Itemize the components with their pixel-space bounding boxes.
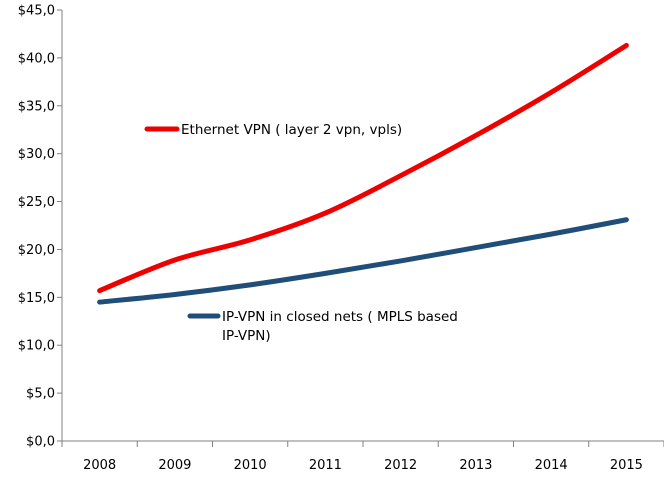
series-line-ethernet-vpn [97, 42, 629, 294]
x-tick-label: 2012 [384, 458, 417, 473]
legend-ip-vpn-label-line-1: IP-VPN in closed nets ( MPLS based [222, 309, 458, 325]
x-tick-label: 2010 [234, 458, 267, 473]
y-tick-label: $10,0 [18, 339, 55, 354]
x-tick-label: 2015 [610, 458, 643, 473]
y-tick-label: $30,0 [18, 147, 55, 162]
y-tick-label: $25,0 [18, 195, 55, 210]
y-tick-label: $15,0 [18, 291, 55, 306]
x-ticks: 2008 2009 2010 2011 2012 2013 2014 2015 [61, 441, 664, 473]
legend-ethernet-vpn: Ethernet VPN ( layer 2 vpn, vpls) [144, 122, 402, 138]
legend-ip-vpn-label-line-2: IP-VPN) [222, 328, 271, 344]
x-tick-label: 2014 [535, 458, 568, 473]
legend-ethernet-vpn-label: Ethernet VPN ( layer 2 vpn, vpls) [181, 122, 402, 138]
y-tick-label: $45,0 [18, 4, 55, 19]
series-lines [97, 42, 629, 305]
legend-ip-vpn: IP-VPN in closed nets ( MPLS based IP-VP… [187, 309, 458, 344]
y-ticks: $0,0 $5,0 $10,0 $15,0 $20,0 $25,0 $30,0 $35,0 $4… [18, 4, 62, 450]
y-tick-label: $5,0 [26, 387, 55, 402]
x-tick-label: 2011 [309, 458, 342, 473]
y-tick-label: $20,0 [18, 243, 55, 258]
series-line-ip-vpn [97, 217, 629, 305]
x-tick-label: 2009 [158, 458, 191, 473]
x-tick-label: 2013 [459, 458, 492, 473]
x-tick-label: 2008 [83, 458, 116, 473]
axes [61, 10, 664, 442]
y-tick-label: $35,0 [18, 99, 55, 114]
y-tick-label: $0,0 [26, 435, 55, 450]
y-tick-label: $40,0 [18, 51, 55, 66]
